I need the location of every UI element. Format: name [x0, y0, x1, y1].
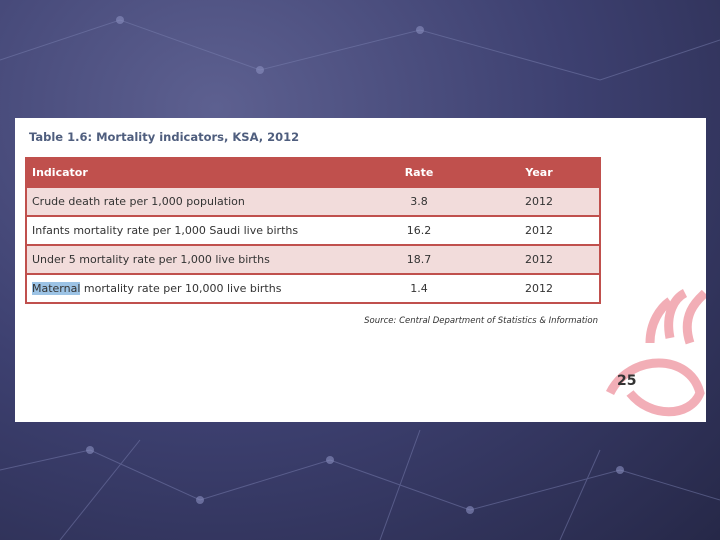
page-number: 25 — [617, 373, 637, 389]
header-cell: Indicator — [26, 158, 359, 187]
cell: 18.7 — [359, 244, 479, 274]
cell: 16.2 — [359, 215, 479, 245]
document-panel: Table 1.6: Mortality indicators, KSA, 20… — [15, 118, 706, 422]
source-note: Source: Central Department of Statistics… — [364, 316, 598, 326]
cell: 1.4 — [359, 273, 479, 303]
cell: 2012 — [479, 273, 600, 303]
cell: Under 5 mortality rate per 1,000 live bi… — [26, 244, 359, 274]
text-highlight: Maternal — [32, 282, 81, 295]
header-cell: Year — [479, 158, 600, 187]
table-title: Table 1.6: Mortality indicators, KSA, 20… — [29, 130, 300, 144]
decorative-logo — [605, 288, 706, 417]
cell: Crude death rate per 1,000 population — [26, 186, 359, 216]
cell: 2012 — [479, 186, 600, 216]
row: Under 5 mortality rate per 1,000 live bi… — [26, 244, 600, 274]
row: Maternal mortality rate per 10,000 live … — [26, 273, 600, 303]
cell: Infants mortality rate per 1,000 Saudi l… — [26, 215, 359, 245]
mortality-table: Indicator Rate Year Crude death rate per… — [25, 157, 601, 304]
row: Crude death rate per 1,000 population 3.… — [26, 186, 600, 216]
header-row: Indicator Rate Year — [26, 158, 600, 187]
cell: 2012 — [479, 215, 600, 245]
cell: Maternal mortality rate per 10,000 live … — [26, 273, 359, 303]
cell: 3.8 — [359, 186, 479, 216]
cell: 2012 — [479, 244, 600, 274]
row: Infants mortality rate per 1,000 Saudi l… — [26, 215, 600, 245]
header-cell: Rate — [359, 158, 479, 187]
